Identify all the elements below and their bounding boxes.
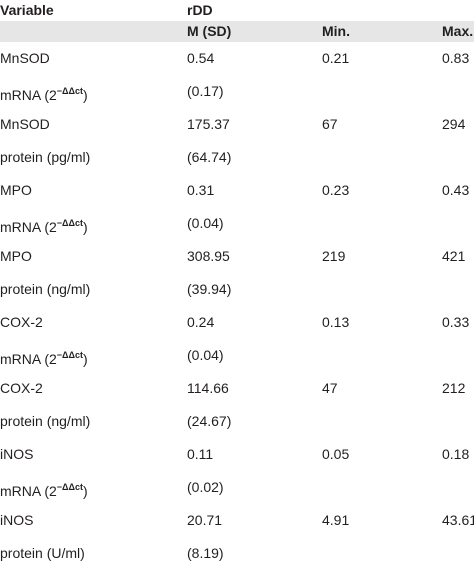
table-row: mRNA (2−ΔΔct) (0.04) — [0, 339, 474, 372]
variable-label: protein (U/ml) — [0, 545, 85, 561]
variable-label: COX-2 — [0, 380, 43, 396]
max-cell: 294 — [442, 116, 466, 132]
variable-label: MnSOD — [0, 116, 50, 132]
max-cell: 212 — [442, 380, 466, 396]
mean-sd-cell: (8.19) — [187, 545, 224, 561]
min-cell: 219 — [322, 248, 346, 264]
mean-sd-cell: 0.11 — [187, 446, 214, 462]
variable-label: mRNA (2 — [0, 87, 57, 103]
variable-cell: MnSOD — [0, 108, 50, 141]
variable-cell: MnSOD — [0, 42, 50, 75]
variable-cell: MPO — [0, 174, 32, 207]
mean-sd-cell: 114.66 — [187, 380, 229, 396]
column-header-min: Min. — [322, 23, 350, 39]
table-row: mRNA (2−ΔΔct) (0.17) — [0, 75, 474, 108]
table-row: iNOS 0.11 0.05 0.18 — [0, 438, 474, 471]
variable-cell: COX-2 — [0, 372, 43, 405]
mean-sd-cell: (64.74) — [187, 149, 232, 165]
variable-superscript: −ΔΔct — [56, 218, 83, 228]
mean-sd-cell: 308.95 — [187, 248, 230, 264]
variable-label: mRNA (2 — [0, 483, 57, 499]
mean-sd-cell: 20.71 — [187, 512, 223, 528]
table-row: MPO 0.31 0.23 0.43 — [0, 174, 474, 207]
mean-sd-cell: 175.37 — [187, 116, 230, 132]
variable-cell: protein (ng/ml) — [0, 405, 90, 438]
max-cell: 0.43 — [442, 182, 470, 198]
variable-label: COX-2 — [0, 314, 43, 330]
min-cell: 47 — [322, 380, 338, 396]
min-cell: 0.13 — [322, 314, 350, 330]
variable-header: Variable — [0, 2, 54, 18]
variable-closing-paren: ) — [83, 351, 88, 367]
column-header-mean-sd: M (SD) — [187, 23, 232, 39]
variable-label: protein (ng/ml) — [0, 413, 91, 429]
mean-sd-cell: 0.24 — [187, 314, 215, 330]
table-row: MnSOD 0.54 0.21 0.83 — [0, 42, 474, 75]
mean-sd-cell: (39.94) — [187, 281, 232, 297]
table-row: COX-2 0.24 0.13 0.33 — [0, 306, 474, 339]
variable-closing-paren: ) — [83, 219, 88, 235]
header-row-columns: M (SD) Min. Max. — [0, 21, 474, 42]
mean-sd-cell: (24.67) — [187, 413, 232, 429]
table-row: protein (U/ml) (8.19) — [0, 537, 474, 570]
mean-sd-cell: (0.02) — [187, 479, 224, 495]
table-row: protein (ng/ml) (39.94) — [0, 273, 474, 306]
variable-superscript: −ΔΔct — [56, 350, 83, 360]
variable-cell: protein (pg/ml) — [0, 141, 90, 174]
min-cell: 67 — [322, 116, 338, 132]
variable-label: iNOS — [0, 446, 34, 462]
variable-cell: mRNA (2−ΔΔct) — [0, 75, 88, 108]
variable-superscript: −ΔΔct — [56, 86, 83, 96]
max-cell: 0.33 — [442, 314, 470, 330]
variable-label: mRNA (2 — [0, 219, 57, 235]
max-cell: 421 — [442, 248, 466, 264]
min-cell: 0.21 — [322, 50, 350, 66]
table-row: protein (ng/ml) (24.67) — [0, 405, 474, 438]
header-row-group: Variable rDD — [0, 0, 474, 21]
variable-cell: mRNA (2−ΔΔct) — [0, 339, 88, 372]
mean-sd-cell: 0.31 — [187, 182, 215, 198]
mean-sd-cell: 0.54 — [187, 50, 215, 66]
variable-cell: COX-2 — [0, 306, 43, 339]
variable-cell: mRNA (2−ΔΔct) — [0, 207, 88, 240]
table-row: MPO 308.95 219 421 — [0, 240, 474, 273]
max-cell: 0.18 — [442, 446, 470, 462]
min-cell: 0.05 — [322, 446, 350, 462]
max-cell: 43.61 — [442, 512, 474, 528]
mean-sd-cell: (0.17) — [187, 83, 224, 99]
variable-label: protein (ng/ml) — [0, 281, 91, 297]
mean-sd-cell: (0.04) — [187, 347, 224, 363]
variable-cell: mRNA (2−ΔΔct) — [0, 471, 88, 504]
variable-label: MnSOD — [0, 50, 50, 66]
variable-cell: protein (U/ml) — [0, 537, 85, 570]
variable-label: iNOS — [0, 512, 34, 528]
variable-cell: MPO — [0, 240, 32, 273]
table-row: COX-2 114.66 47 212 — [0, 372, 474, 405]
variable-cell: iNOS — [0, 504, 33, 537]
group-header-rdd: rDD — [187, 2, 213, 18]
table-row: iNOS 20.71 4.91 43.61 — [0, 504, 474, 537]
variable-closing-paren: ) — [83, 87, 88, 103]
table-row: mRNA (2−ΔΔct) (0.04) — [0, 207, 474, 240]
variable-cell: iNOS — [0, 438, 33, 471]
min-cell: 0.23 — [322, 182, 350, 198]
variable-label: MPO — [0, 182, 32, 198]
variable-label: mRNA (2 — [0, 351, 57, 367]
variable-cell: protein (ng/ml) — [0, 273, 90, 306]
column-header-max: Max. — [442, 23, 474, 39]
variable-label: MPO — [0, 248, 32, 264]
max-cell: 0.83 — [442, 50, 470, 66]
table-row: protein (pg/ml) (64.74) — [0, 141, 474, 174]
min-cell: 4.91 — [322, 512, 350, 528]
variable-label: protein (pg/ml) — [0, 149, 91, 165]
table-row: mRNA (2−ΔΔct) (0.02) — [0, 471, 474, 504]
variable-closing-paren: ) — [83, 483, 88, 499]
variable-superscript: −ΔΔct — [56, 482, 83, 492]
mean-sd-cell: (0.04) — [187, 215, 224, 231]
table-row: MnSOD 175.37 67 294 — [0, 108, 474, 141]
